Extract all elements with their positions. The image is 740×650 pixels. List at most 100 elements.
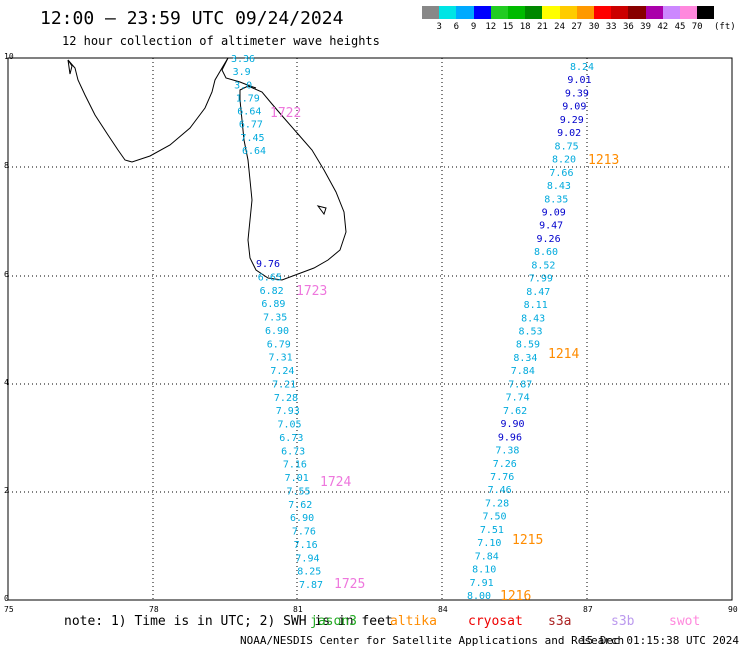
colorbar-swatch bbox=[576, 6, 594, 19]
pass-number-label: 1724 bbox=[320, 475, 351, 490]
satellite-legend-item: s3b bbox=[611, 614, 635, 629]
wave-height-value: 7.28 bbox=[485, 498, 509, 509]
wave-height-value: 6.65 bbox=[258, 272, 282, 283]
pass-number-label: 1216 bbox=[500, 589, 531, 604]
y-tick-label: 0 bbox=[4, 594, 9, 603]
satellite-legend-item: swot bbox=[669, 614, 701, 629]
wave-height-value: 9.02 bbox=[557, 128, 581, 139]
colorbar-swatch bbox=[697, 6, 715, 19]
wave-height-value: 7.99 bbox=[529, 274, 553, 285]
satellite-legend-item: cryosat bbox=[468, 614, 523, 629]
wave-height-value: 7.10 bbox=[477, 538, 501, 549]
wave-height-value: 6.89 bbox=[261, 299, 285, 310]
colorbar-swatch bbox=[542, 6, 560, 19]
wave-height-value: 7.66 bbox=[549, 168, 573, 179]
pass-number-label: 1214 bbox=[548, 347, 579, 362]
y-tick-label: 10 bbox=[4, 52, 14, 61]
coastline-sri-lanka bbox=[239, 85, 347, 281]
colorbar-swatch bbox=[594, 6, 612, 19]
wave-height-value: 7.62 bbox=[288, 500, 312, 511]
wave-height-value: 8.11 bbox=[524, 300, 548, 311]
wave-height-value: 7.24 bbox=[270, 366, 294, 377]
wave-height-value: 8.35 bbox=[544, 194, 568, 205]
colorbar-swatch bbox=[490, 6, 508, 19]
wave-height-value: 9.90 bbox=[500, 419, 524, 430]
colorbar-swatch bbox=[439, 6, 457, 19]
wave-height-value: 6.64 bbox=[237, 107, 261, 118]
wave-height-value: 7.50 bbox=[482, 512, 506, 523]
y-tick-label: 2 bbox=[4, 486, 9, 495]
colorbar-label: 9 bbox=[470, 22, 477, 32]
wave-height-value: 7.38 bbox=[495, 446, 519, 457]
wave-height-value: 9.96 bbox=[498, 432, 522, 443]
wave-height-value: 3.36 bbox=[231, 54, 255, 65]
wave-height-value: 7.87 bbox=[299, 580, 323, 591]
satellite-legend-item: s3a bbox=[548, 614, 572, 629]
y-tick-label: 4 bbox=[4, 378, 9, 387]
wave-height-value: 8.75 bbox=[555, 141, 579, 152]
colorbar-label: 24 bbox=[554, 22, 566, 32]
colorbar-label: 70 bbox=[691, 22, 703, 32]
colorbar-label: 36 bbox=[622, 22, 634, 32]
colorbar-swatch bbox=[662, 6, 680, 19]
wave-height-value: 8.24 bbox=[570, 62, 594, 73]
wave-height-value: 8.53 bbox=[519, 327, 543, 338]
wave-height-value: 7.76 bbox=[292, 527, 316, 538]
colorbar-swatch bbox=[456, 6, 474, 19]
pass-number-label: 1215 bbox=[512, 533, 543, 548]
colorbar-swatch bbox=[680, 6, 698, 19]
satellite-legend-item: altika bbox=[390, 614, 437, 629]
wave-height-value: 3.0 bbox=[234, 80, 252, 91]
wave-height-value: 7.76 bbox=[490, 472, 514, 483]
wave-height-value: 7.26 bbox=[493, 459, 517, 470]
wave-height-value: 9.76 bbox=[256, 259, 280, 270]
wave-height-value: 7.84 bbox=[475, 551, 499, 562]
colorbar-swatch bbox=[473, 6, 491, 19]
wave-height-value: 8.10 bbox=[472, 565, 496, 576]
footer-timestamp: 15 Dec 01:15:38 UTC 2024 bbox=[580, 634, 739, 647]
x-tick-label: 90 bbox=[728, 605, 738, 614]
wave-height-value: 8.52 bbox=[531, 260, 555, 271]
wave-height-value: 6.73 bbox=[281, 446, 305, 457]
pass-number-label: 1725 bbox=[334, 577, 365, 592]
x-tick-label: 75 bbox=[4, 605, 14, 614]
colorbar-unit: (ft) bbox=[714, 22, 736, 32]
colorbar-label: 18 bbox=[519, 22, 531, 32]
colorbar-swatch bbox=[559, 6, 577, 19]
wave-height-value: 7.84 bbox=[511, 366, 535, 377]
coastline-islet bbox=[316, 205, 327, 216]
wave-height-value: 7.93 bbox=[276, 406, 300, 417]
colorbar-label: 27 bbox=[571, 22, 583, 32]
colorbar-swatch bbox=[628, 6, 646, 19]
wave-height-value: 7.46 bbox=[488, 485, 512, 496]
colorbar-swatch bbox=[525, 6, 543, 19]
pass-number-label: 1722 bbox=[270, 106, 301, 121]
y-tick-label: 6 bbox=[4, 270, 9, 279]
wave-height-value: 1.79 bbox=[236, 93, 260, 104]
wave-height-value: 6.90 bbox=[290, 513, 314, 524]
colorbar-label: 3 bbox=[436, 22, 442, 32]
colorbar-swatch bbox=[611, 6, 629, 19]
wave-height-value: 8.60 bbox=[534, 247, 558, 258]
wave-height-value: 6.64 bbox=[242, 146, 266, 157]
wave-height-value: 7.16 bbox=[294, 540, 318, 551]
pass-number-label: 1213 bbox=[588, 153, 619, 168]
wave-height-value: 8.43 bbox=[547, 181, 571, 192]
wave-height-value: 9.47 bbox=[539, 221, 563, 232]
wave-height-value: 6.90 bbox=[265, 326, 289, 337]
wave-height-value: 6.82 bbox=[260, 286, 284, 297]
colorbar-label: 21 bbox=[536, 22, 548, 32]
colorbar-label: 30 bbox=[588, 22, 600, 32]
colorbar-swatch bbox=[422, 6, 440, 19]
coastline-india-east bbox=[221, 57, 257, 89]
colorbar-swatch bbox=[645, 6, 663, 19]
wave-height-value: 8.00 bbox=[467, 591, 491, 602]
wave-height-value: 6.73 bbox=[279, 433, 303, 444]
wave-height-value: 8.20 bbox=[552, 155, 576, 166]
wave-height-value: 7.62 bbox=[503, 406, 527, 417]
page-subtitle: 12 hour collection of altimeter wave hei… bbox=[62, 34, 380, 48]
wave-height-value: 7.28 bbox=[274, 393, 298, 404]
y-tick-label: 8 bbox=[4, 161, 9, 170]
satellite-legend-item: jason3 bbox=[310, 614, 357, 629]
